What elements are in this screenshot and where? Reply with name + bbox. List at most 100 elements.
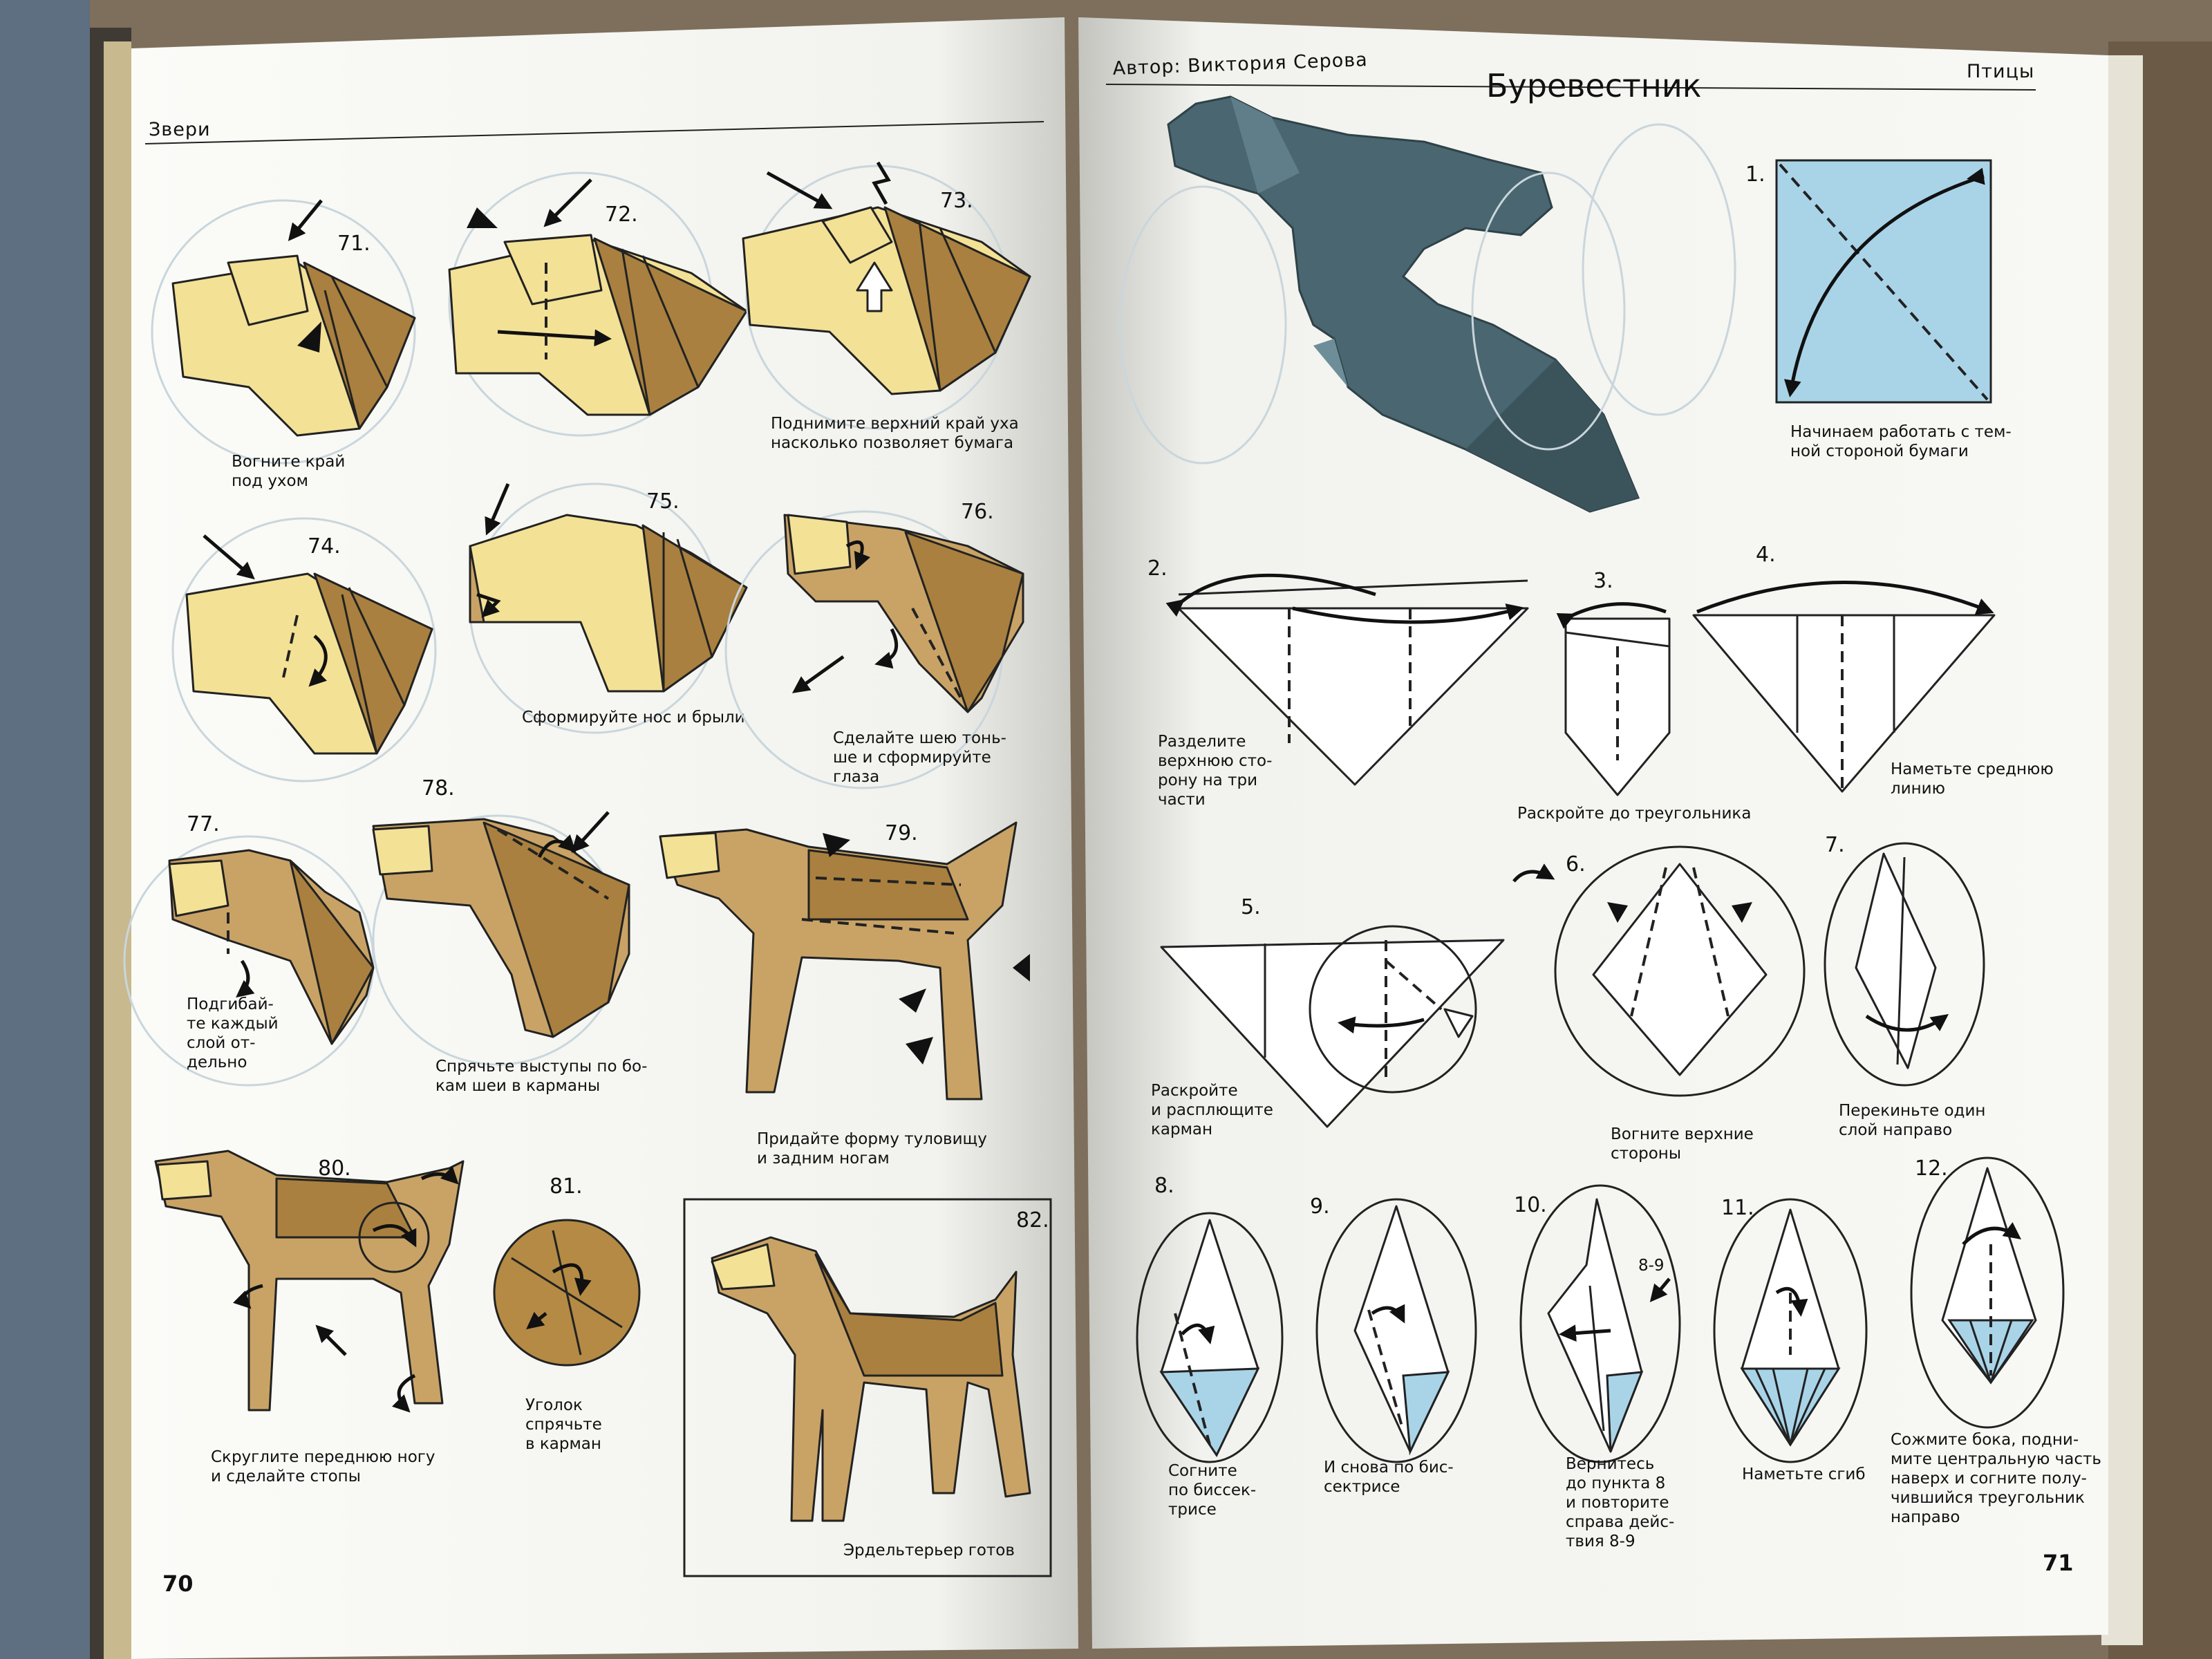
step-79: 79. Придайте форму туловищу и задним ног…: [659, 821, 1030, 1168]
push-arrow-icon: [467, 207, 498, 228]
step-caption-line: Скруглите переднюю ногу: [211, 1448, 435, 1466]
step-number: 12.: [1915, 1156, 1948, 1181]
fold-arrow-icon: [497, 329, 612, 347]
step-number: 6.: [1566, 852, 1586, 877]
step-caption-line: направо: [1891, 1508, 1960, 1526]
step-number: 7.: [1825, 833, 1845, 857]
step-number: 1.: [1745, 162, 1765, 187]
lift-arrow-icon: [856, 261, 893, 312]
step-caption-line: слой от-: [187, 1034, 255, 1052]
fold-arrow-icon: [543, 178, 592, 227]
step-caption-line: ше и сформируйте: [833, 749, 991, 767]
fold-arrow-icon: [791, 655, 845, 693]
step-number: 81.: [550, 1174, 583, 1199]
final-frame: [683, 1198, 1052, 1577]
step-8: 8. Согните по биссек- трисе: [1136, 1174, 1284, 1519]
step-75: 75. Сформируйте нос и брыли: [469, 482, 748, 734]
step-caption-line: насколько позволяет бумага: [771, 434, 1013, 452]
step-caption-line: Эрдельтерьер готов: [843, 1541, 1015, 1559]
step-3: 3.: [1556, 569, 1671, 796]
step-circle: [1136, 1212, 1284, 1463]
step-number: 8.: [1154, 1174, 1174, 1198]
step-caption-line: Начинаем работать с тем-: [1790, 423, 2012, 441]
push-arrow-icon: [1013, 954, 1030, 982]
step-6: 6. Вогните верхние стороны: [1554, 845, 1806, 1163]
step-number: 3.: [1593, 569, 1613, 593]
step-77: 77. Подгибай- те каждый слой от- дельно: [123, 812, 375, 1087]
step-circle: [1315, 1198, 1477, 1463]
step-caption-line: твия 8-9: [1566, 1533, 1635, 1550]
step-number: 10.: [1514, 1193, 1547, 1217]
step-caption-line: Спрячьте выступы по бо-: [435, 1058, 647, 1076]
step-11: 11. Наметьте сгиб: [1713, 1196, 1868, 1483]
step-caption-line: сектрисе: [1324, 1478, 1400, 1496]
step-81: 81. Уголок спрячьте в карман: [493, 1174, 641, 1453]
step-caption-line: Сожмите бока, подни-: [1891, 1431, 2079, 1449]
step-caption-line: карман: [1151, 1121, 1212, 1138]
step-caption-line: рону на три: [1158, 771, 1257, 789]
left-page-header: Звери: [144, 119, 1044, 144]
step-number: 77.: [187, 812, 220, 836]
step-caption-line: спрячьте: [525, 1416, 602, 1434]
step-caption-line: наверх и согните полу-: [1891, 1470, 2087, 1488]
left-page-block: [104, 41, 131, 1659]
step-caption-line: и задним ногам: [757, 1150, 890, 1168]
step-circle: [1519, 1184, 1681, 1463]
triangle-paper: [1692, 614, 1996, 793]
step-number: 82.: [1016, 1208, 1049, 1232]
step-caption-line: стороны: [1611, 1145, 1681, 1163]
step-number: 2.: [1147, 556, 1168, 581]
step-number: 73.: [940, 189, 973, 213]
step-9: 9. И снова по бис- сектрисе: [1310, 1194, 1477, 1496]
step-number: 4.: [1756, 543, 1776, 567]
step-caption-line: по биссек-: [1168, 1481, 1256, 1499]
step-caption-line: Согните: [1168, 1462, 1237, 1480]
step-caption-line: и расплющите: [1151, 1101, 1273, 1119]
step-caption-line: части: [1158, 791, 1206, 809]
step-circle: [1554, 845, 1806, 1097]
step-80: 80. Скруглите переднюю ногу и сделайте с…: [154, 1150, 465, 1485]
step-caption-line: верхнюю сто-: [1158, 752, 1272, 770]
step-number: 78.: [422, 776, 455, 800]
step-caption-line: Разделите: [1158, 733, 1246, 751]
step-caption-line: Уголок: [525, 1396, 583, 1414]
right-page: [1078, 17, 2108, 1649]
step-circle: [1824, 842, 1985, 1087]
fold-arrow-icon: [203, 534, 255, 580]
step-2: 2. Разделите верхнюю сто- рону на три ча…: [1147, 556, 1529, 809]
step-number: 5.: [1241, 895, 1261, 919]
push-arrow-icon: [823, 833, 850, 857]
step-caption-line: Подгибай-: [187, 995, 274, 1013]
step-caption-line: Сделайте шею тонь-: [833, 729, 1006, 747]
step-number: 74.: [308, 534, 341, 559]
petrel-model-photo: [1167, 95, 1640, 513]
step-caption-line: кам шеи в карманы: [435, 1077, 600, 1095]
shared-step-caption: Раскройте до треугольника: [1517, 805, 1751, 823]
triangle-paper: [1160, 939, 1505, 1128]
step-caption-line: Перекиньте один: [1839, 1102, 1985, 1120]
step-caption-line: те каждый: [187, 1015, 279, 1033]
step-number: 79.: [885, 821, 918, 845]
left-page-number: 70: [162, 1571, 194, 1597]
step-76: 76. Сделайте шею тонь- ше и сформируйте …: [724, 500, 1024, 789]
step-caption-line: Поднимите верхний край уха: [771, 415, 1019, 433]
next-arrow-icon: [1512, 863, 1555, 883]
fold-arrow-icon: [288, 199, 323, 241]
page-title: Буревестник: [1486, 67, 1702, 104]
step-caption-line: Вернитесь: [1566, 1455, 1654, 1473]
background-diagram-ghosts: [1118, 123, 1736, 465]
step-circle: [1910, 1156, 2065, 1429]
step-4: 4. Наметьте среднюю линию: [1692, 543, 2054, 798]
step-caption-line: справа дейс-: [1566, 1513, 1674, 1531]
step-12: 12. Сожмите бока, подни- мите центральну…: [1891, 1156, 2101, 1526]
step-marker-label: 8-9: [1638, 1257, 1665, 1275]
step-caption-line: слой направо: [1839, 1121, 1952, 1139]
finished-dog-shape: [711, 1236, 1031, 1522]
step-7: 7. Перекиньте один слой направо: [1824, 833, 1985, 1139]
step-caption-line: и сделайте стопы: [211, 1468, 361, 1485]
step-number: 11.: [1721, 1196, 1754, 1220]
step-caption-line: И снова по бис-: [1324, 1459, 1454, 1477]
step-1: 1. Начинаем работать с тем- ной стороной…: [1745, 159, 2012, 460]
step-caption-line: Наметьте среднюю: [1891, 760, 2054, 778]
step-number: 72.: [605, 203, 638, 227]
